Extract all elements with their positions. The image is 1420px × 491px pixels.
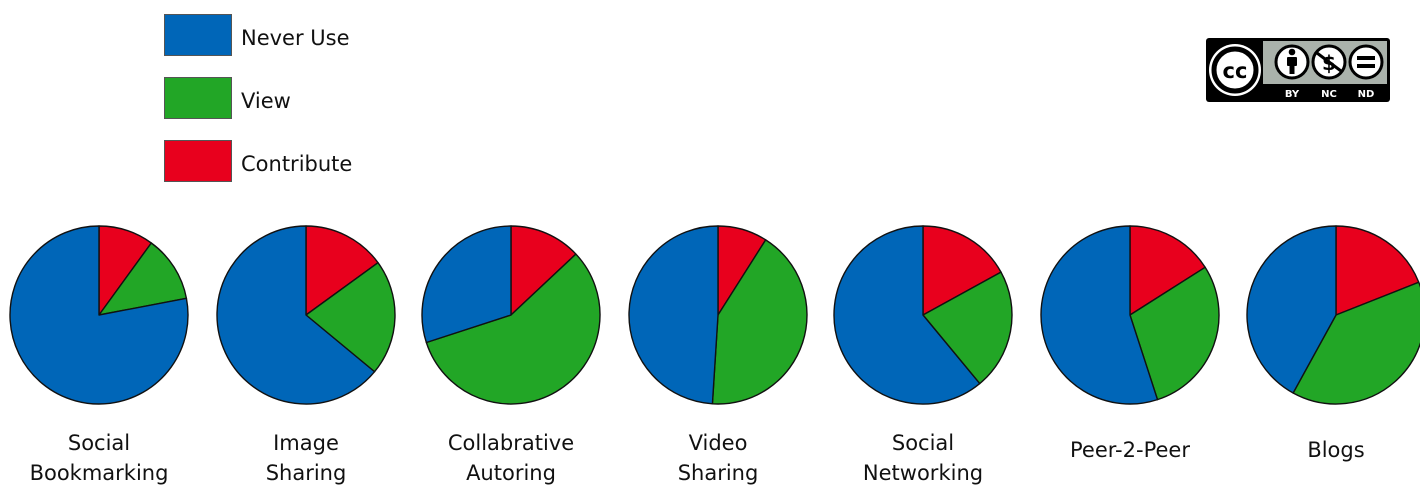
pie-7-slice-contribute [1335,225,1420,316]
pie-6-label: Peer-2-Peer [1035,435,1225,465]
pie-4-slice-view [711,239,808,405]
pie-6-slice-view [1129,266,1220,401]
cc-circle [1209,44,1261,96]
pie-2-label-line-2: Sharing [265,461,347,485]
cc-text: cc [1223,59,1248,83]
legend-swatch-never-use [164,14,232,56]
pie-4-label-line-1: Video [688,431,748,455]
pie-3-slice-view [425,253,601,405]
pie-5-label-line-1: Social [891,431,955,455]
pie-7-label-line-1: Blogs [1307,438,1365,462]
pie-4-slice-never-use [628,225,719,405]
pie-3-label-line-1: Collabrative [447,431,575,455]
legend-swatch-view [164,77,232,119]
pie-7-slice-view [1292,281,1420,405]
pie-6-label-line-1: Peer-2-Peer [1070,438,1190,462]
pie-6-slice-contribute [1129,225,1206,316]
creative-commons-license-icon: cc $ BY NC ND [1206,38,1390,102]
pie-3-label: Collabrative Autoring [416,428,606,488]
pie-2-slice-contribute [305,225,379,316]
pie-5-label: Social Networking [828,428,1018,488]
pie-1-slice-view [98,242,188,316]
pie-3-label-line-2: Autoring [466,461,556,485]
badge-term-nd: ND [1358,89,1375,100]
pie-5-slice-contribute [922,225,1002,316]
pie-1-label-line-1: Social [67,431,131,455]
pie-3-slice-never-use [421,225,512,344]
pie-2-slice-view [305,261,396,373]
pie-6-slice-never-use [1040,225,1159,405]
legend-swatch-contribute [164,140,232,182]
nd-icon [1348,44,1384,80]
pie-2-slice-never-use [216,225,376,405]
badge-term-by: BY [1285,89,1300,100]
pie-1-slice-never-use [9,225,189,405]
pie-2-label-line-1: Image [273,431,339,455]
pie-3-slice-contribute [510,225,577,316]
pie-2-label: Image Sharing [211,428,401,488]
pie-1-label: Social Bookmarking [4,428,194,488]
pie-4-label-line-2: Sharing [677,461,759,485]
pie-5-slice-never-use [833,225,981,405]
badge-term-nc: NC [1321,89,1337,100]
pie-1-label-line-2: Bookmarking [29,461,169,485]
legend-label-contribute: Contribute [241,152,353,176]
pie-7-label: Blogs [1241,435,1420,465]
pie-5-slice-view [922,271,1013,385]
nc-icon: $ [1311,44,1347,80]
cc-ring [1211,46,1259,94]
pie-5-label-line-2: Networking [862,461,984,485]
by-icon [1274,44,1310,80]
pie-7-slice-never-use [1246,225,1337,394]
pie-4-label: Video Sharing [623,428,813,488]
legend-label-view: View [241,89,291,113]
legend-label-never-use: Never Use [241,26,350,50]
